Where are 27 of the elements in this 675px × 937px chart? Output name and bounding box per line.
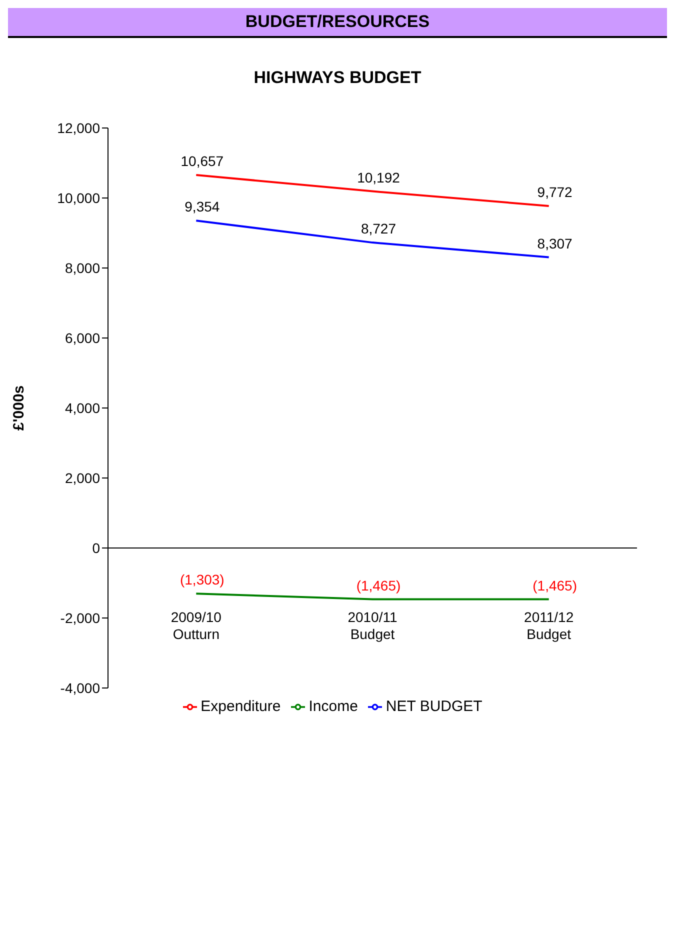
y-tick-label: 0	[92, 540, 100, 556]
legend-label: Expenditure	[200, 698, 281, 715]
legend-label: NET BUDGET	[386, 698, 482, 715]
data-label: (1,303)	[180, 572, 224, 588]
data-label: 8,727	[360, 220, 396, 237]
x-tick-label: 2010/11 Budget	[348, 609, 398, 642]
y-tick-label: 10,000	[57, 190, 100, 206]
data-label: (1,465)	[532, 577, 578, 594]
y-tick-label: -2,000	[60, 610, 100, 626]
y-tick-label: -4,000	[60, 680, 100, 696]
y-tick-label: 6,000	[64, 330, 100, 346]
y-tick-label: 4,000	[64, 400, 100, 416]
data-label: 8,307	[537, 235, 573, 252]
legend-label: Income	[308, 698, 358, 715]
data-label: 10,192	[357, 169, 400, 186]
y-tick-label: 8,000	[64, 260, 100, 276]
y-tick-label: 12,000	[57, 120, 100, 136]
data-label: 9,354	[184, 198, 220, 215]
data-label: 9,772	[537, 184, 573, 200]
y-axis-title: £'000s	[10, 385, 28, 431]
x-tick-label: 2011/12 Budget	[524, 609, 574, 642]
chart-title: HIGHWAYS BUDGET	[252, 68, 422, 88]
data-label: 10,657	[180, 153, 224, 170]
data-label: (1,465)	[356, 577, 401, 594]
text: BUDGET/RESOURCES	[245, 12, 430, 32]
x-tick-label: 2009/10 Outturn	[170, 609, 222, 642]
y-tick-label: 2,000	[64, 470, 100, 486]
